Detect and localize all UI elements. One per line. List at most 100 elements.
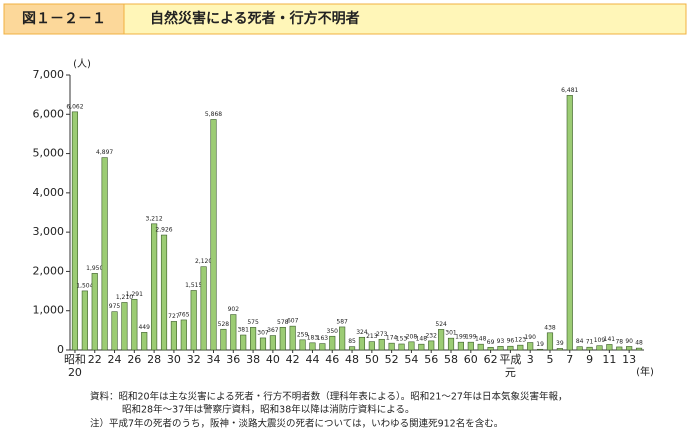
value-label: 90 <box>625 338 633 345</box>
figure-number: 図１－２－１ <box>22 11 106 27</box>
value-label: 5,868 <box>205 111 222 118</box>
bar <box>487 346 494 351</box>
value-label: 109 <box>594 337 606 344</box>
value-label: 324 <box>356 329 368 336</box>
value-label: 232 <box>425 332 437 339</box>
x-tick-label: 32 <box>187 353 201 366</box>
y-tick-label: 3,000 <box>33 225 65 238</box>
x-tick-label: 26 <box>127 353 141 366</box>
x-tick-label: 54 <box>404 353 418 366</box>
x-tick-label: 58 <box>444 353 458 366</box>
bar <box>457 341 464 351</box>
value-label: 39 <box>556 340 564 347</box>
value-label: 163 <box>317 335 329 342</box>
bar <box>131 298 138 351</box>
bar <box>507 345 514 351</box>
bar <box>190 290 197 351</box>
x-tick-label: 48 <box>345 353 359 366</box>
bar <box>220 328 227 351</box>
bar <box>537 348 544 351</box>
value-label: 1,291 <box>126 291 143 298</box>
value-label: 301 <box>445 330 457 337</box>
value-label: 587 <box>336 318 348 325</box>
x-tick-label: 40 <box>266 353 280 366</box>
bar <box>616 346 623 351</box>
x-unit: (年) <box>636 365 654 378</box>
x-tick-label: 平成元 <box>499 353 521 379</box>
x-tick-label: 36 <box>226 353 240 366</box>
bar <box>141 332 148 351</box>
bar <box>250 327 257 351</box>
bar <box>388 342 395 351</box>
value-label: 19 <box>536 341 544 348</box>
value-label: 438 <box>544 324 556 331</box>
bar <box>546 332 554 351</box>
value-label: 307 <box>257 329 269 336</box>
bar <box>170 321 177 351</box>
bar <box>606 344 613 351</box>
value-label: 96 <box>507 338 515 345</box>
x-tick-label: 5 <box>546 353 553 366</box>
value-label: 350 <box>327 328 339 335</box>
bar <box>467 341 474 351</box>
value-label: 381 <box>237 327 249 334</box>
bar <box>91 273 98 351</box>
x-tick-label: 11 <box>602 353 616 366</box>
value-label: 1,515 <box>185 282 202 289</box>
x-tick-label: 42 <box>286 353 300 366</box>
value-label: 765 <box>178 311 190 318</box>
value-label: 208 <box>406 333 418 340</box>
value-label: 6,062 <box>66 103 83 110</box>
bar <box>319 343 326 351</box>
y-tick-label: 0 <box>57 343 64 356</box>
value-label: 48 <box>635 340 643 347</box>
value-label: 84 <box>576 338 584 345</box>
x-tick-label: 44 <box>305 353 319 366</box>
bar <box>527 342 534 351</box>
x-tick-label: 60 <box>464 353 478 366</box>
x-tick-label: 9 <box>586 353 593 366</box>
value-label: 2,120 <box>195 258 212 265</box>
y-tick-label: 6,000 <box>33 107 65 120</box>
bar <box>230 314 237 351</box>
bar <box>358 336 366 351</box>
bar <box>556 348 563 351</box>
value-label: 975 <box>109 303 121 310</box>
bar <box>378 338 385 351</box>
value-label: 190 <box>524 334 536 341</box>
bar <box>477 343 484 351</box>
value-label: 367 <box>267 327 279 334</box>
y-unit: (人) <box>73 58 91 70</box>
bar <box>259 337 267 351</box>
value-label: 1,504 <box>76 282 93 289</box>
x-tick-label: 56 <box>424 353 438 366</box>
figure-number-box <box>3 3 125 35</box>
bar <box>81 290 88 351</box>
bar <box>408 341 415 351</box>
y-tick-label: 5,000 <box>33 147 65 160</box>
bar <box>418 343 425 351</box>
bar <box>289 325 296 351</box>
value-label: 607 <box>287 318 299 325</box>
value-label: 578 <box>277 319 289 326</box>
x-tick-label: 22 <box>88 353 102 366</box>
note: 昭和28年～37年は警察庁資料，昭和38年以降は消防庁資料による。 <box>122 404 414 416</box>
x-tick-label: 7 <box>566 353 573 366</box>
bar <box>200 266 207 351</box>
value-label: 183 <box>307 334 319 341</box>
value-label: 141 <box>604 336 616 343</box>
note: 注）平成7年の死者のうち，阪神・淡路大震災の死者については，いわゆる関連死912… <box>90 418 503 430</box>
value-label: 575 <box>247 319 259 326</box>
bar <box>309 342 316 351</box>
x-tick-label: 46 <box>325 353 339 366</box>
value-label: 528 <box>218 321 230 328</box>
y-tick-label: 2,000 <box>33 264 65 277</box>
value-label: 123 <box>515 337 527 344</box>
bar <box>240 334 247 351</box>
x-tick-label: 62 <box>484 353 498 366</box>
x-tick-label: 30 <box>167 353 181 366</box>
bar <box>626 346 633 351</box>
x-tick-label: 38 <box>246 353 260 366</box>
value-label: 213 <box>366 333 378 340</box>
